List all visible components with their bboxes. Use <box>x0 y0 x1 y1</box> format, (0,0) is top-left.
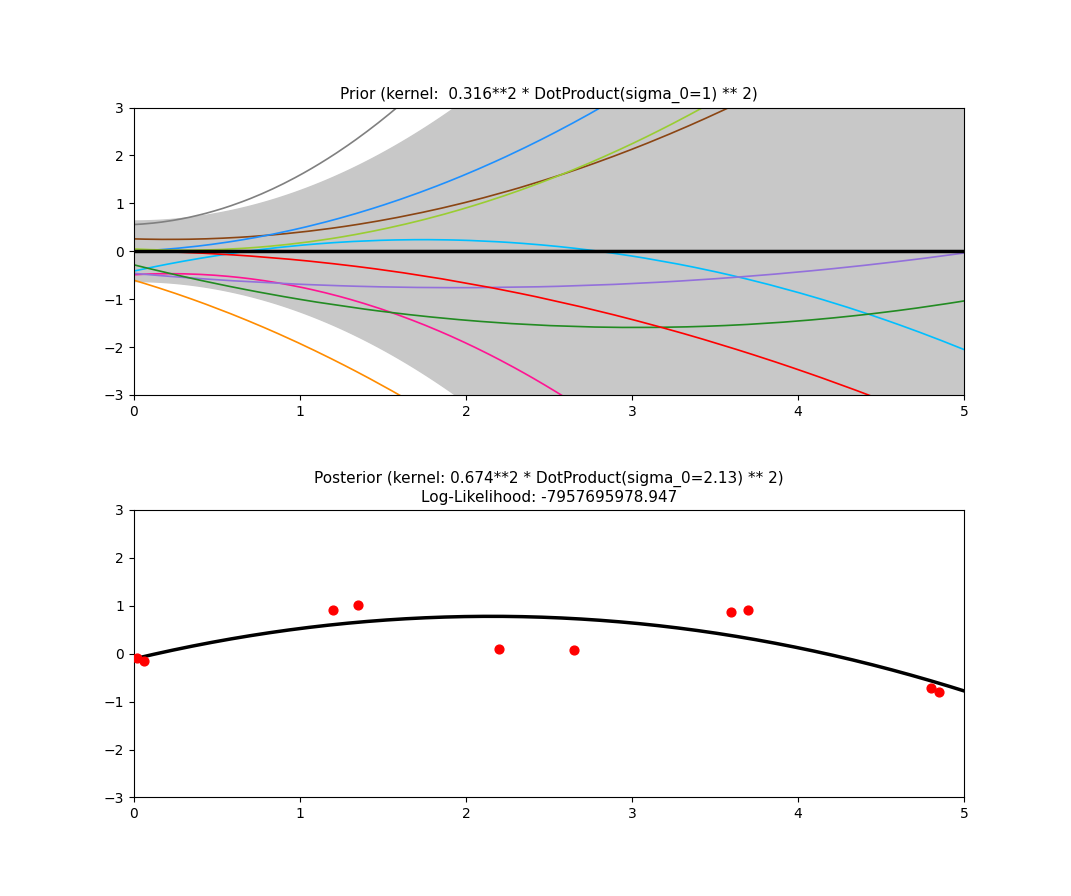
Point <box>491 642 508 656</box>
Point <box>135 654 152 668</box>
Point <box>325 602 342 616</box>
Point <box>922 681 939 695</box>
Point <box>740 602 757 616</box>
Point <box>931 685 948 699</box>
Point <box>565 643 583 658</box>
Point <box>723 605 740 619</box>
Point <box>129 651 146 666</box>
Title: Posterior (kernel: 0.674**2 * DotProduct(sigma_0=2.13) ** 2)
Log-Likelihood: -79: Posterior (kernel: 0.674**2 * DotProduct… <box>314 471 784 504</box>
Point <box>349 598 366 612</box>
Title: Prior (kernel:  0.316**2 * DotProduct(sigma_0=1) ** 2): Prior (kernel: 0.316**2 * DotProduct(sig… <box>340 87 758 103</box>
